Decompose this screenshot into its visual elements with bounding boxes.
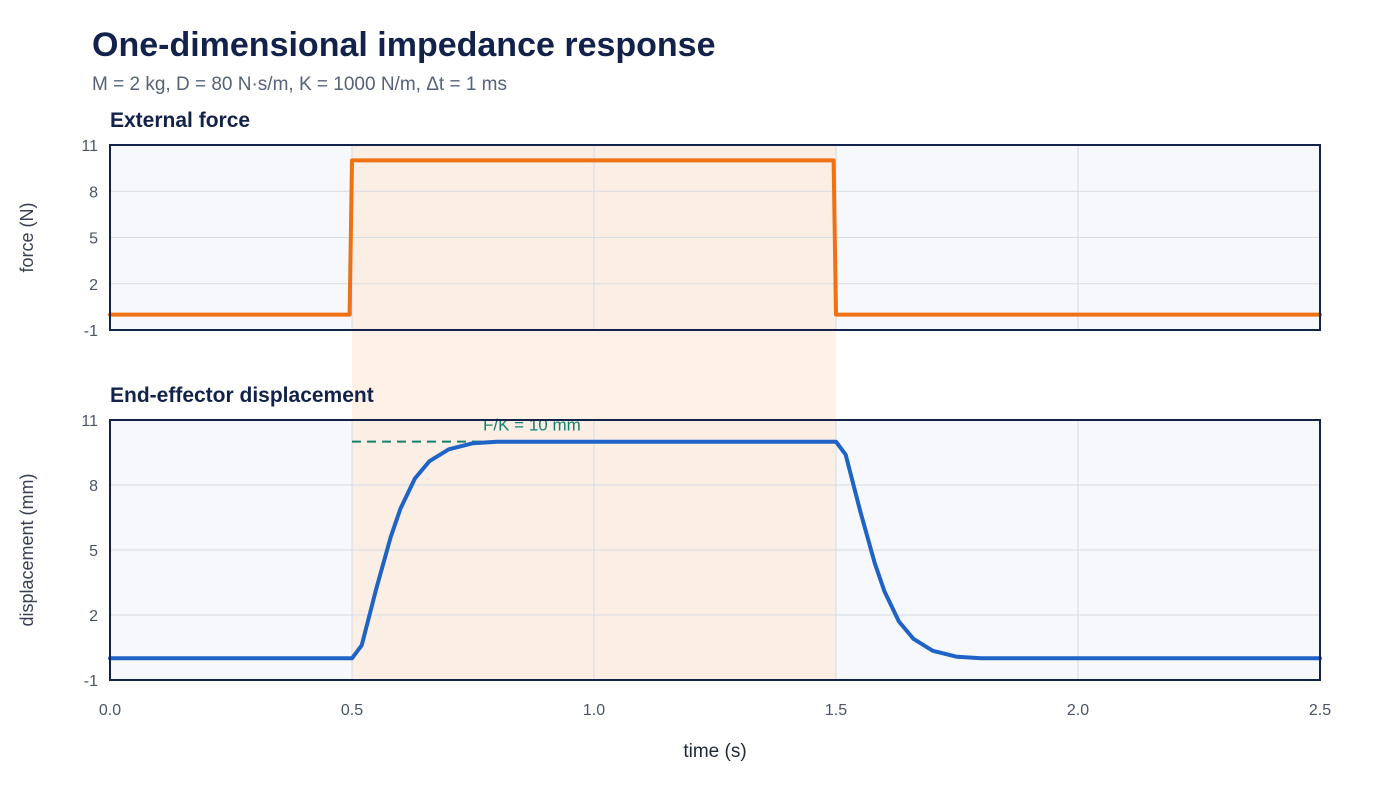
- displacement-ytick-label: 11: [81, 413, 98, 430]
- xtick-label: 2.0: [1067, 702, 1089, 719]
- displacement-panel-title: End-effector displacement: [110, 384, 374, 407]
- xtick-label: 1.0: [583, 702, 605, 719]
- displacement-ytick-label: 5: [89, 543, 98, 560]
- force-ytick-label: 8: [89, 184, 98, 201]
- displacement-ytick-label: 2: [89, 608, 98, 625]
- displacement-reference-label: F/K = 10 mm: [483, 416, 581, 435]
- xtick-label: 0.0: [99, 702, 121, 719]
- chart-title: One-dimensional impedance response: [92, 26, 716, 64]
- force-ylabel: force (N): [17, 202, 37, 272]
- chart-subtitle: M = 2 kg, D = 80 N·s/m, K = 1000 N/m, Δt…: [92, 74, 508, 95]
- displacement-ytick-label: -1: [84, 673, 98, 690]
- force-ytick-label: 11: [81, 138, 98, 155]
- xtick-label: 1.5: [825, 702, 847, 719]
- force-ytick-label: 5: [89, 231, 98, 248]
- force-ytick-label: 2: [89, 277, 98, 294]
- force-panel-title: External force: [110, 109, 250, 132]
- displacement-ylabel: displacement (mm): [17, 473, 37, 626]
- force-ytick-label: -1: [84, 323, 98, 340]
- x-axis-label: time (s): [683, 741, 746, 762]
- xtick-label: 2.5: [1309, 702, 1331, 719]
- displacement-ytick-label: 8: [89, 478, 98, 495]
- displacement-frame: [109, 419, 1321, 681]
- displacement-series-line-0: [108, 439, 1322, 661]
- force-frame: [109, 144, 1321, 331]
- xtick-label: 0.5: [341, 702, 363, 719]
- force-series-line-0: [108, 158, 1322, 317]
